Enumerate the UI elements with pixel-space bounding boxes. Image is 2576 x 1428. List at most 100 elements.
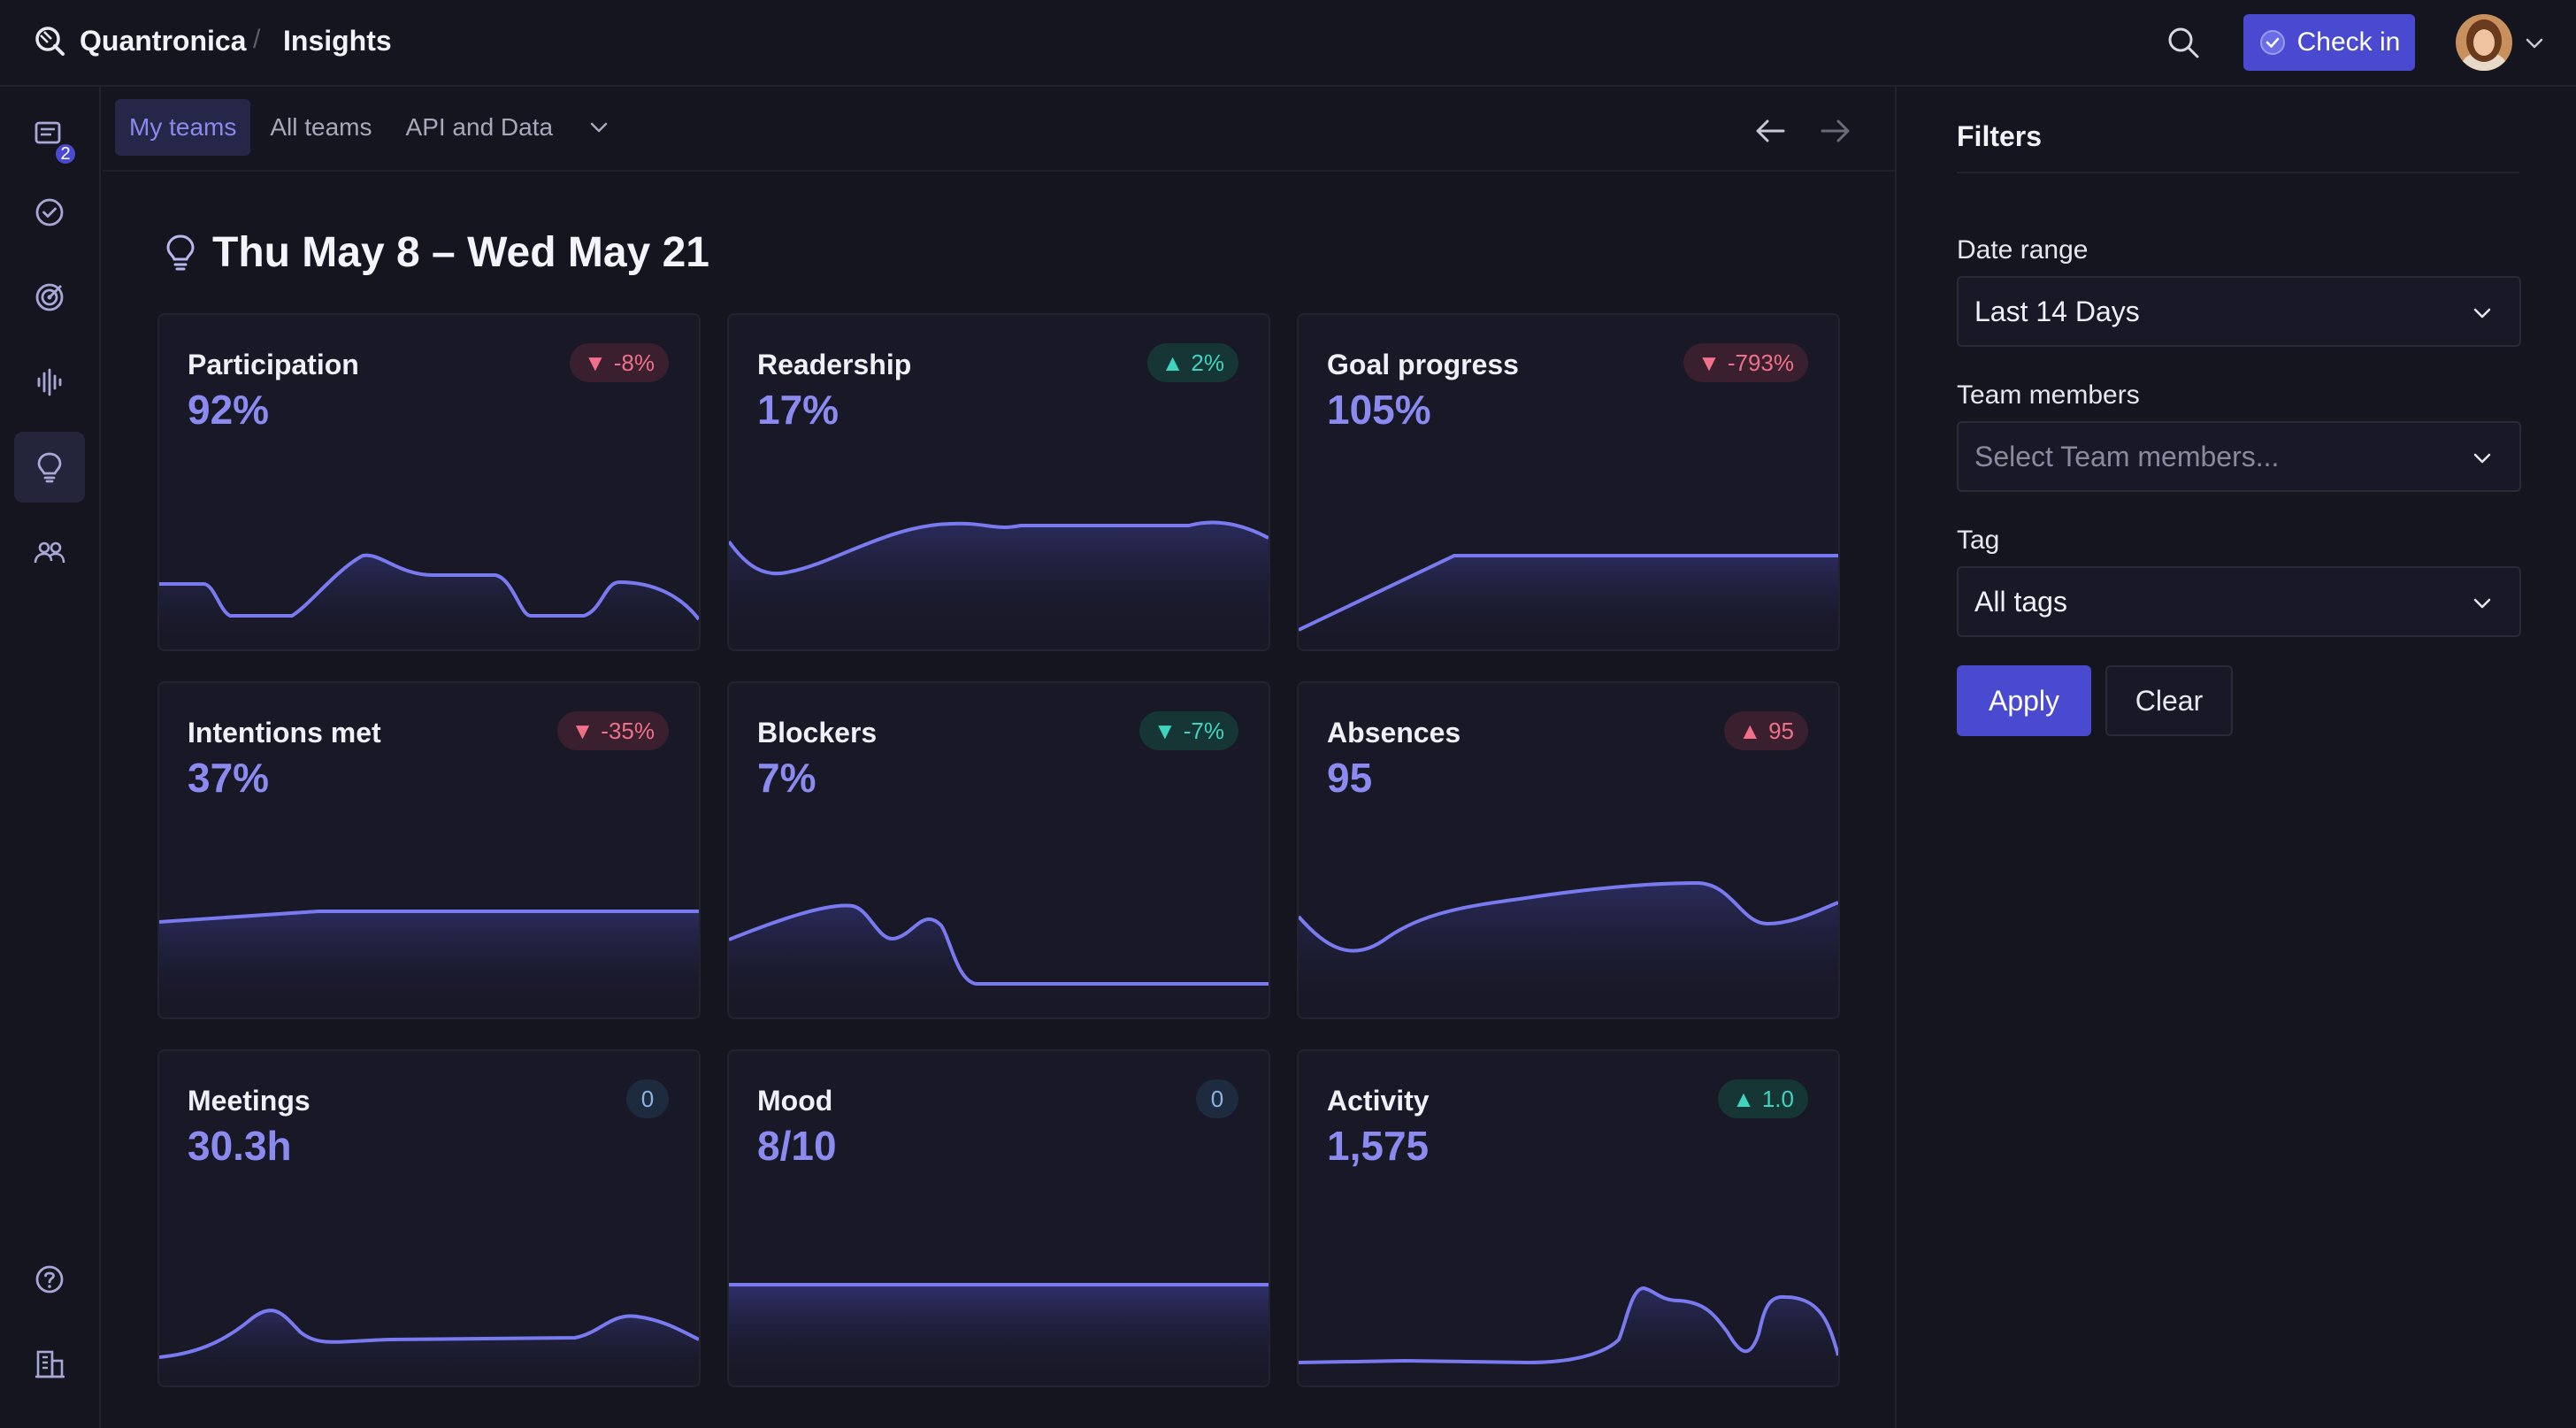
check-in-button[interactable]: Check in — [2243, 14, 2415, 71]
card-value: 37% — [188, 755, 270, 801]
trend-value: 0 — [1210, 1085, 1224, 1112]
main-content: My teams All teams API and Data Thu May … — [103, 87, 1895, 1428]
sparkline-chart — [159, 910, 699, 1017]
sidebar-item-help[interactable] — [14, 1244, 85, 1315]
metric-card-participation[interactable]: Participation 92% ▼ -8% — [157, 313, 701, 651]
triangle-up-icon: ▲ — [1161, 349, 1184, 376]
sparkline-area — [159, 555, 699, 649]
trend-value: 95 — [1768, 717, 1794, 744]
sparkline-area — [729, 522, 1269, 649]
page-title: Insights — [283, 25, 392, 57]
card-title: Blockers — [757, 717, 878, 749]
card-value: 30.3h — [188, 1123, 292, 1169]
chevron-down-icon — [2473, 453, 2491, 464]
trend-badge: ▲ 2% — [1146, 343, 1238, 382]
sparkline-chart — [729, 903, 1269, 1017]
sidebar-item-inbox[interactable]: 2 — [14, 99, 85, 170]
notification-badge: 2 — [53, 142, 78, 166]
sidebar-item-teams[interactable] — [14, 517, 85, 587]
sparkline-line — [1299, 1286, 1838, 1365]
trend-badge: ▼ -35% — [556, 711, 669, 750]
tag-label: Tag — [1957, 526, 2000, 555]
filters-panel: Filters Date range Last 14 Days Team mem… — [1895, 87, 2576, 1428]
sparkline-area — [1299, 883, 1838, 1017]
chevron-down-icon — [2473, 308, 2491, 319]
previous-period-arrow-icon[interactable] — [1752, 111, 1790, 150]
tab-all-teams[interactable]: All teams — [256, 99, 386, 156]
team-members-label: Team members — [1957, 380, 2140, 410]
card-title: Absences — [1327, 717, 1461, 749]
sidebar-item-insights[interactable] — [14, 432, 85, 503]
card-title: Readership — [757, 349, 912, 380]
sparkline-line — [729, 520, 1269, 576]
card-value: 1,575 — [1327, 1123, 1430, 1169]
sidebar-item-goals[interactable] — [14, 262, 85, 333]
trend-value: -35% — [601, 717, 655, 744]
chevron-down-icon — [2473, 598, 2491, 609]
metric-card-absences[interactable]: Absences 95 ▲ 95 — [1297, 681, 1840, 1019]
sidebar-item-check-ins[interactable] — [14, 177, 85, 248]
apply-button[interactable]: Apply — [1957, 665, 2091, 736]
sidebar-item-activity[interactable] — [14, 347, 85, 418]
metric-card-readership[interactable]: Readership 17% ▲ 2% — [727, 313, 1270, 651]
trend-badge: ▼ -7% — [1139, 711, 1238, 750]
sparkline-chart — [1299, 880, 1838, 1017]
tabs-more-button[interactable] — [572, 99, 625, 156]
metric-card-goal-progress[interactable]: Goal progress 105% ▼ -793% — [1297, 313, 1840, 651]
metric-card-intentions-met[interactable]: Intentions met 37% ▼ -35% — [157, 681, 701, 1019]
card-title: Meetings — [188, 1085, 310, 1117]
tab-my-teams[interactable]: My teams — [115, 99, 251, 156]
sparkline-chart — [159, 553, 699, 649]
tag-select[interactable]: All tags — [1957, 566, 2521, 637]
date-range-label: Date range — [1957, 235, 2089, 265]
sidebar-item-organization[interactable] — [14, 1329, 85, 1400]
date-range-heading: Thu May 8 – Wed May 21 — [161, 228, 709, 277]
tag-value: All tags — [1974, 585, 2067, 618]
sparkline-chart — [1299, 1286, 1838, 1386]
date-range-select[interactable]: Last 14 Days — [1957, 276, 2521, 347]
sparkline-chart — [1299, 554, 1838, 649]
top-bar: Quantronica / Insights Check in — [0, 0, 2576, 87]
team-members-select[interactable]: Select Team members... — [1957, 421, 2521, 492]
date-range-value: Last 14 Days — [1974, 295, 2140, 327]
card-title: Intentions met — [188, 717, 381, 749]
metric-card-mood[interactable]: Mood 8/10 0 — [727, 1049, 1270, 1387]
card-value: 8/10 — [757, 1123, 837, 1169]
brand-name: Quantronica — [80, 24, 247, 57]
chevron-down-icon[interactable] — [2523, 32, 2546, 55]
check-circle-icon — [35, 198, 64, 226]
sparkline-line — [159, 553, 699, 621]
next-period-arrow-icon[interactable] — [1815, 111, 1854, 150]
search-icon[interactable] — [2164, 23, 2203, 62]
trend-badge: 0 — [626, 1079, 669, 1118]
chevron-down-icon — [590, 122, 608, 133]
sparkline-area — [1299, 556, 1838, 649]
help-icon — [35, 1265, 64, 1294]
triangle-up-icon: ▲ — [1732, 1085, 1755, 1112]
tabs-divider — [103, 170, 1895, 172]
avatar[interactable] — [2456, 14, 2512, 71]
sparkline-area — [729, 1285, 1269, 1386]
clear-button[interactable]: Clear — [2105, 665, 2233, 736]
sparkline-line — [159, 910, 699, 924]
metric-card-meetings[interactable]: Meetings 30.3h 0 — [157, 1049, 701, 1387]
brand[interactable]: Quantronica — [32, 23, 246, 58]
trend-badge: ▲ 95 — [1724, 711, 1808, 750]
filters-divider — [1957, 172, 2519, 173]
check-in-label: Check in — [2296, 27, 2401, 57]
breadcrumb-separator: / — [253, 25, 261, 54]
avatar-image — [2456, 14, 2512, 71]
sparkline-line — [1299, 880, 1838, 953]
card-value: 92% — [188, 387, 270, 433]
metric-card-activity[interactable]: Activity 1,575 ▲ 1.0 — [1297, 1049, 1840, 1387]
team-icon — [34, 541, 65, 564]
trend-value: -793% — [1727, 349, 1794, 376]
activity-icon — [37, 368, 62, 396]
sparkline-line — [1299, 554, 1838, 632]
metric-card-blockers[interactable]: Blockers 7% ▼ -7% — [727, 681, 1270, 1019]
card-value: 7% — [757, 755, 816, 801]
tab-api-and-data[interactable]: API and Data — [392, 99, 568, 156]
lightbulb-icon — [166, 234, 195, 270]
date-range-title: Thu May 8 – Wed May 21 — [212, 229, 709, 276]
team-tabs: My teams All teams API and Data — [115, 99, 625, 156]
